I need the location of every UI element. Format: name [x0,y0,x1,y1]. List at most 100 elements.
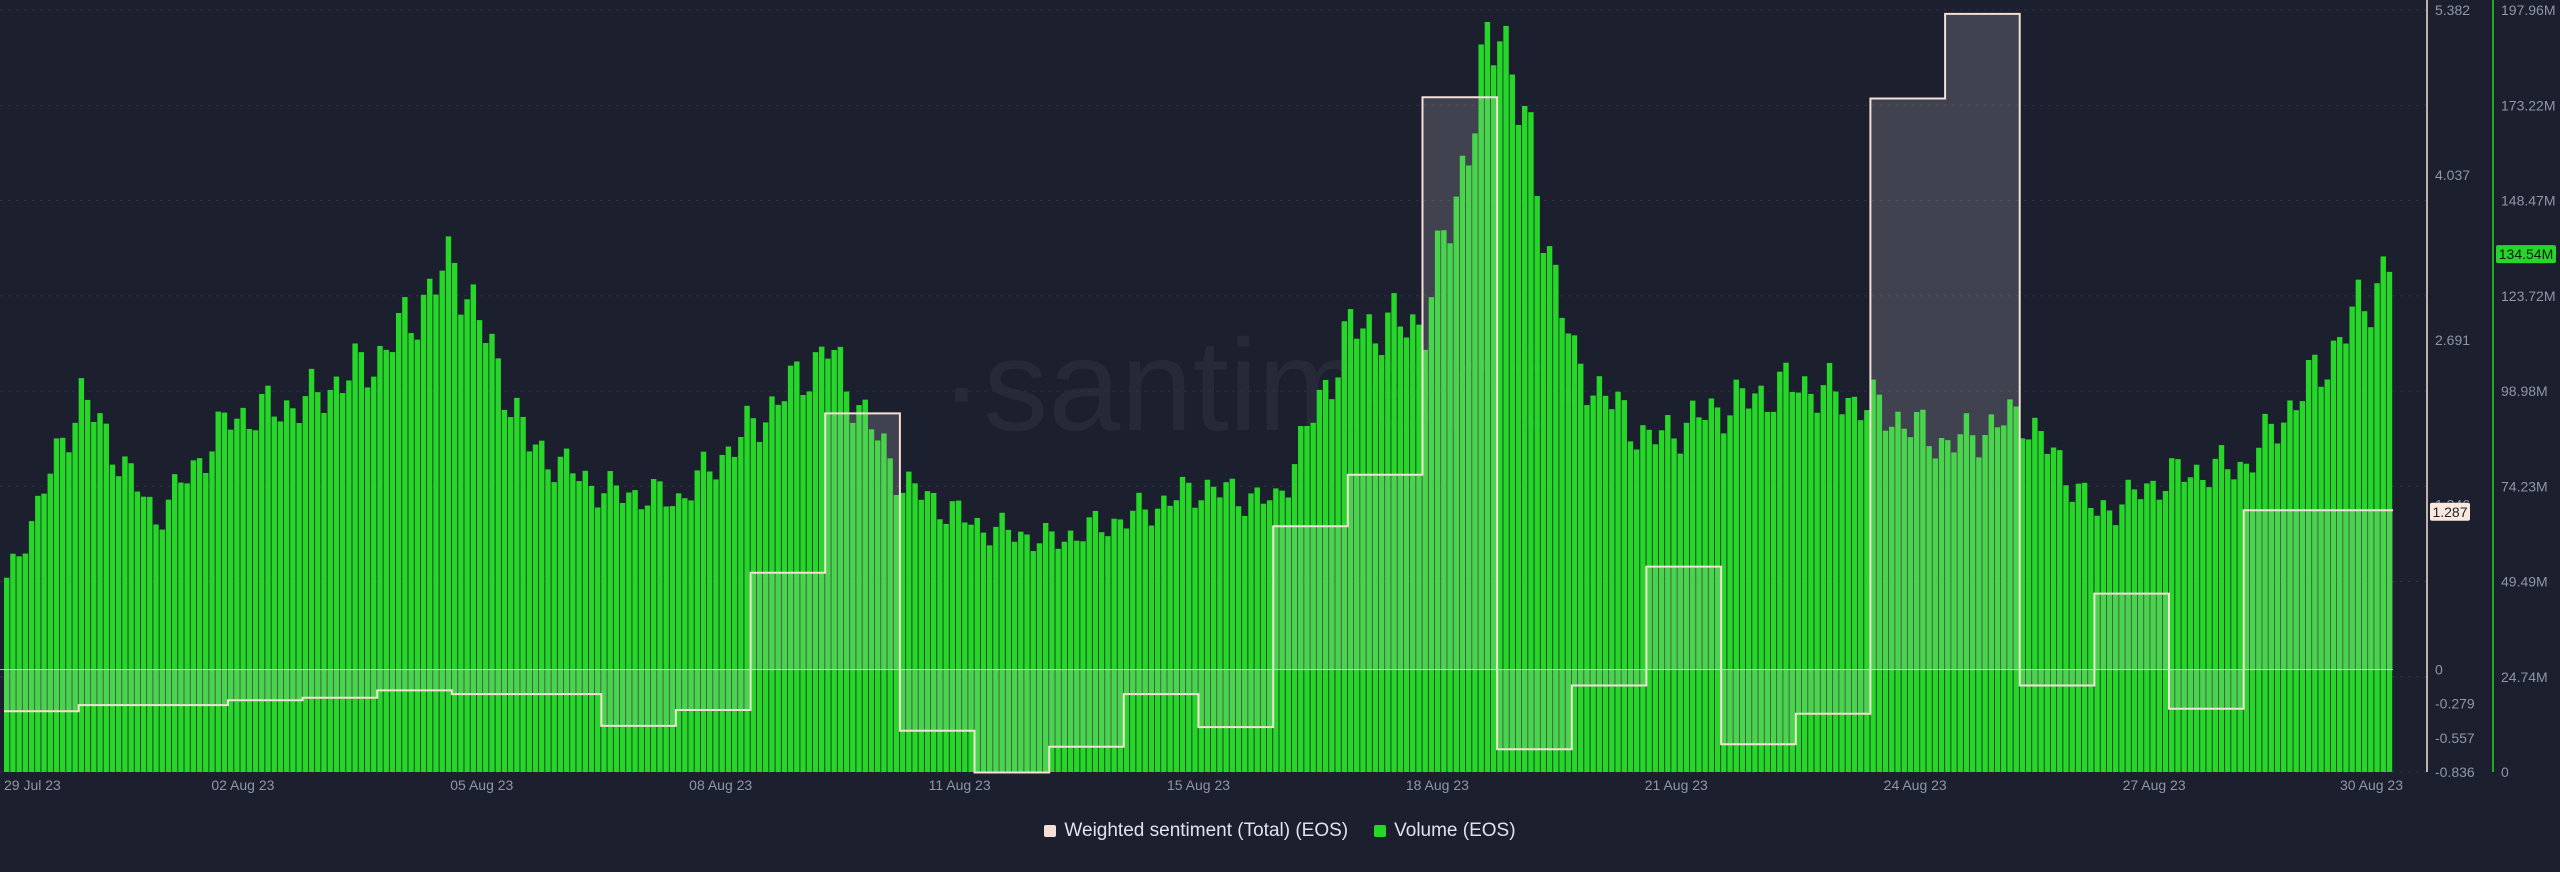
volume-bar [1142,509,1148,772]
volume-bar [1210,486,1217,772]
volume-bar [91,421,97,772]
volume-bar [1640,425,1646,772]
volume-bar [725,446,732,772]
volume-bar [576,481,582,772]
volume-bar [819,346,825,772]
volume-bar [2355,279,2362,772]
volume-bar [178,482,184,772]
volume-bar [507,417,514,772]
volume-bar [489,333,495,772]
volume-bar [744,405,750,772]
volume-bar [1522,105,1528,773]
volume-bar [520,416,526,772]
volume-bar [2131,489,2138,772]
legend-item-sentiment[interactable]: Weighted sentiment (Total) (EOS) [1044,820,1348,842]
volume-bar [570,473,576,772]
volume-bar [1652,444,1659,772]
volume-bar [899,492,906,772]
volume-bar [2106,510,2113,772]
volume-bar [626,492,632,772]
volume-bar [738,437,744,772]
x-tick-label: 24 Aug 23 [1884,777,1947,793]
volume-bar [1615,391,1621,772]
volume-bar [1932,458,1939,772]
volume-bar [420,294,427,772]
volume-bar [159,529,165,772]
volume-bar [1466,165,1472,772]
volume-bar [1808,393,1814,772]
volume-bar [2349,306,2355,772]
volume-bar [1969,435,1976,772]
volume-bar [1777,371,1783,772]
volume-bar [794,361,800,772]
volume-bar [115,476,122,772]
volume-tick-label: 148.47M [2501,193,2555,209]
volume-bar [1291,464,1298,772]
volume-tick-label: 123.72M [2501,288,2555,304]
volume-bar [35,495,41,772]
volume-bar [2075,483,2082,772]
volume-bar [1086,517,1092,772]
volume-bar [171,474,178,772]
volume-bar [638,509,644,772]
volume-bar [1341,321,1348,772]
volume-bar [1602,395,1609,772]
volume-bar [999,512,1005,772]
volume-bar [28,521,35,772]
volume-bar [321,412,327,772]
volume-bar [1422,349,1428,772]
volume-bar [1621,400,1627,772]
volume-bar [1571,335,1578,772]
volume-bar [2299,401,2306,772]
volume-bar [4,577,10,772]
volume-bar [464,299,470,772]
volume-bar [1011,541,1018,772]
volume-bar [980,532,987,772]
volume-bar [2113,525,2119,772]
volume-bar [1833,391,1839,772]
volume-bar [1260,503,1267,772]
volume-bar [252,430,259,772]
volume-bar [2312,354,2318,772]
volume-bar [97,413,103,772]
volume-bar [2175,459,2181,772]
volume-bar [2380,256,2386,772]
volume-bar [339,393,346,772]
volume-tick-label: 0 [2501,764,2509,780]
volume-bar [2007,399,2013,772]
volume-tick-label: 74.23M [2501,478,2548,494]
volume-bar [1814,412,1820,772]
volume-bar [1360,328,1366,772]
volume-bar [688,500,694,772]
volume-bar [2100,500,2107,772]
volume-bar [2038,431,2044,772]
volume-bar [1714,407,1721,772]
volume-bar [2044,453,2051,772]
volume-bar [2069,501,2075,772]
volume-bar [781,401,788,772]
volume-bar [470,284,477,772]
volume-bar [619,503,626,772]
volume-bar [1733,379,1739,772]
volume-bar [912,483,918,772]
volume-bar [1161,495,1167,772]
volume-bar [949,501,956,772]
volume-bar [283,400,290,772]
volume-bar [315,392,321,772]
volume-bar [2025,439,2032,772]
volume-bar [1702,419,1708,772]
volume-bar [993,526,999,772]
volume-bar [1509,74,1515,772]
volume-bar [856,405,862,772]
volume-bar [1061,541,1068,772]
volume-bar [1895,411,1901,772]
volume-bar [607,471,613,772]
volume-bar [1945,440,1951,772]
volume-bar [1217,497,1223,772]
volume-bar [2256,447,2262,772]
volume-bar [495,358,501,772]
volume-bar [545,469,551,772]
legend-item-volume[interactable]: Volume (EOS) [1374,820,1516,842]
volume-bar [514,397,520,772]
volume-bar [1136,492,1142,772]
